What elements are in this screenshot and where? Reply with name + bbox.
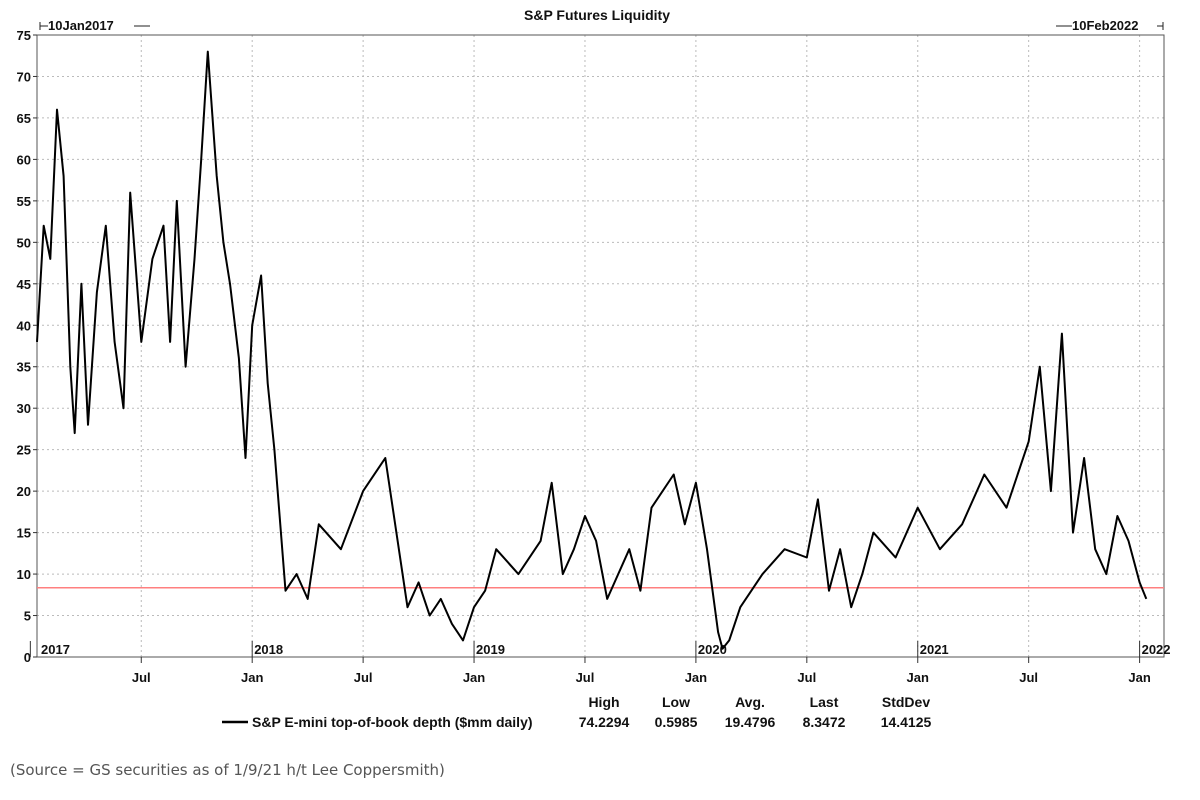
x-tick-label: Jan bbox=[907, 670, 929, 685]
x-tick-label: Jan bbox=[463, 670, 485, 685]
start-date-marker: 10Jan2017 bbox=[39, 18, 150, 33]
y-tick-label: 45 bbox=[17, 277, 31, 292]
x-tick-label: Jan bbox=[241, 670, 263, 685]
y-tick-label: 20 bbox=[17, 484, 31, 499]
stat-value: 0.5985 bbox=[655, 714, 698, 730]
start-date-label: 10Jan2017 bbox=[48, 18, 114, 33]
x-tick-label: Jul bbox=[354, 670, 373, 685]
y-tick-label: 15 bbox=[17, 526, 31, 541]
stat-header: Last bbox=[810, 694, 839, 710]
y-tick-label: 5 bbox=[24, 609, 31, 624]
y-tick-label: 55 bbox=[17, 194, 31, 209]
year-label: 2020 bbox=[698, 642, 727, 657]
x-tick-label: Jan bbox=[1128, 670, 1150, 685]
x-tick-label: Jul bbox=[576, 670, 595, 685]
y-tick-label: 40 bbox=[17, 318, 31, 333]
end-date-marker: 10Feb2022 bbox=[1056, 18, 1164, 33]
legend-label: S&P E-mini top-of-book depth ($mm daily) bbox=[252, 714, 533, 730]
stats-table: High 74.2294 Low 0.5985 Avg. 19.4796 Last 8.347… bbox=[579, 694, 932, 730]
stat-header: Avg. bbox=[735, 694, 765, 710]
stat-value: 14.4125 bbox=[881, 714, 932, 730]
chart-title: S&P Futures Liquidity bbox=[524, 7, 670, 23]
y-tick-label: 30 bbox=[17, 401, 31, 416]
series-layer bbox=[36, 50, 1164, 650]
y-tick-label: 25 bbox=[17, 443, 31, 458]
y-axis: 0 5 10 15 20 25 30 35 40 45 50 55 60 65 70 75 bbox=[17, 28, 37, 665]
stat-header: Low bbox=[662, 694, 690, 710]
y-tick-label: 60 bbox=[17, 152, 31, 167]
year-label: 2018 bbox=[254, 642, 283, 657]
year-label: 2019 bbox=[476, 642, 505, 657]
x-axis: 2017 2018 2019 2020 2021 2022 Jul Jan Jul Jan Jul J… bbox=[29, 641, 1171, 685]
x-tick-label: Jul bbox=[1019, 670, 1038, 685]
y-tick-label: 35 bbox=[17, 360, 31, 375]
stat-header: StdDev bbox=[882, 694, 930, 710]
y-tick-label: 10 bbox=[17, 567, 31, 582]
year-label: 2021 bbox=[920, 642, 949, 657]
x-tick-label: Jul bbox=[797, 670, 816, 685]
gridlines bbox=[37, 35, 1164, 657]
y-tick-label: 70 bbox=[17, 69, 31, 84]
y-tick-label: 50 bbox=[17, 235, 31, 250]
stat-header: High bbox=[588, 694, 619, 710]
end-date-label: 10Feb2022 bbox=[1072, 18, 1139, 33]
year-label: 2017 bbox=[41, 642, 70, 657]
y-tick-label: 65 bbox=[17, 111, 31, 126]
series-line bbox=[36, 50, 1148, 650]
y-tick-label: 75 bbox=[17, 28, 31, 43]
stat-value: 8.3472 bbox=[803, 714, 846, 730]
plot-frame bbox=[36, 34, 1165, 658]
stat-value: 74.2294 bbox=[579, 714, 630, 730]
source-note: (Source = GS securities as of 1/9/21 h/t… bbox=[10, 761, 445, 779]
y-tick-label: 0 bbox=[24, 650, 31, 665]
x-tick-label: Jan bbox=[685, 670, 707, 685]
legend: S&P E-mini top-of-book depth ($mm daily)… bbox=[222, 694, 932, 730]
x-tick-label: Jul bbox=[132, 670, 151, 685]
stat-value: 19.4796 bbox=[725, 714, 776, 730]
year-label: 2022 bbox=[1142, 642, 1171, 657]
